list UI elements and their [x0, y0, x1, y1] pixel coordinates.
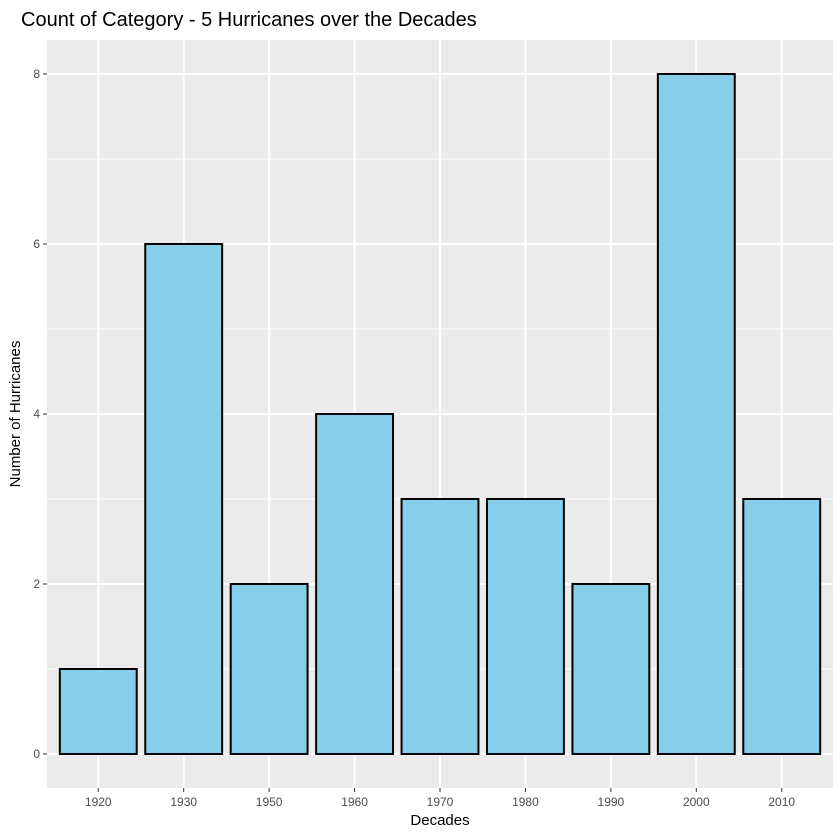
x-tick-label: 1980	[512, 795, 539, 809]
bar-2000	[656, 73, 736, 755]
bar-1970	[400, 498, 480, 755]
x-tick-label: 2010	[768, 795, 795, 809]
x-tick-label: 1970	[427, 795, 454, 809]
x-tick-label: 2000	[683, 795, 710, 809]
bar-1960	[315, 413, 395, 755]
y-axis-ticks: 0 2 4 6 8	[33, 67, 47, 761]
x-axis-ticks: 1920 1930 1950 1960 1970 1980 1990 2000 2010	[85, 788, 795, 809]
bar-1980	[485, 498, 565, 755]
bar-2010	[742, 498, 822, 755]
x-tick-label: 1920	[85, 795, 112, 809]
x-tick-label: 1960	[341, 795, 368, 809]
y-axis-title: Number of Hurricanes	[7, 341, 24, 488]
bar-1930	[144, 243, 224, 755]
x-axis-title: Decades	[410, 812, 469, 829]
y-tick-label: 2	[33, 577, 40, 591]
chart-title: Count of Category - 5 Hurricanes over th…	[21, 9, 477, 31]
bar-1920	[58, 668, 138, 755]
y-tick-label: 6	[33, 237, 40, 251]
bars	[58, 73, 822, 755]
y-tick-label: 8	[33, 67, 40, 81]
x-tick-label: 1930	[170, 795, 197, 809]
x-tick-label: 1990	[598, 795, 625, 809]
y-tick-label: 0	[33, 747, 40, 761]
bar-1950	[229, 583, 309, 755]
bar-1990	[571, 583, 651, 755]
x-tick-label: 1950	[256, 795, 283, 809]
y-tick-label: 4	[33, 407, 40, 421]
